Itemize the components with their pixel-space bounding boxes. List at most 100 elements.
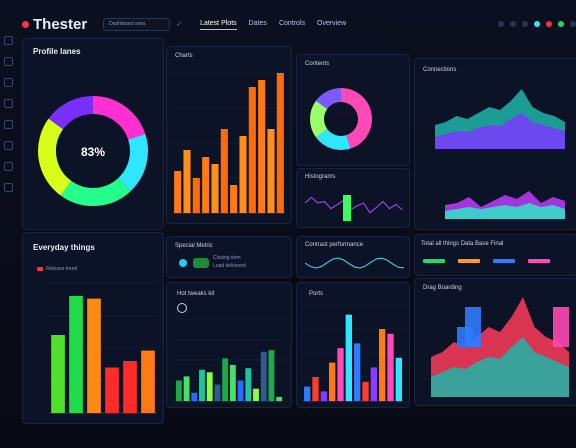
- alert-icon[interactable]: [546, 21, 552, 27]
- bar-chart-left: [49, 282, 157, 414]
- sidebar: [0, 30, 16, 266]
- toggle-icon[interactable]: [193, 258, 209, 268]
- stacked-area-chart: [431, 297, 569, 397]
- donut-slice: [310, 100, 328, 138]
- highlight-bar: [343, 195, 351, 221]
- chip-label: Release trend: [46, 266, 78, 272]
- tab-overview[interactable]: Overview: [317, 20, 347, 27]
- bar: [123, 361, 137, 413]
- bar: [370, 367, 377, 401]
- bell-icon[interactable]: [522, 21, 528, 27]
- bar: [141, 350, 155, 413]
- donut-slice: [315, 128, 351, 150]
- legend-swatch-green: [423, 259, 445, 263]
- settings-icon[interactable]: [510, 21, 516, 27]
- filter-icon[interactable]: [3, 162, 13, 171]
- bar: [51, 335, 65, 413]
- bar-chart-mid: [175, 318, 283, 402]
- panel-title: Total all things Data Base Final: [421, 241, 504, 247]
- settings-icon[interactable]: [3, 99, 13, 108]
- bar: [276, 396, 283, 401]
- release-chip[interactable]: Release trend: [37, 266, 77, 272]
- overlay-bar: [553, 307, 569, 347]
- bar: [175, 380, 182, 401]
- chart-icon[interactable]: [3, 78, 13, 87]
- bar: [220, 129, 228, 213]
- panel-donut-contents: Contents 70%: [296, 54, 410, 166]
- tab-controls[interactable]: Controls: [278, 20, 306, 27]
- bar: [191, 392, 198, 401]
- bar: [253, 388, 259, 401]
- panel-drag-boarding: Drag Boarding: [414, 278, 576, 406]
- bar: [174, 171, 182, 213]
- legend-swatch: [37, 266, 43, 271]
- bar: [276, 73, 284, 213]
- user-icon[interactable]: [570, 21, 576, 27]
- panel-title: Contents: [305, 61, 330, 67]
- bell-icon[interactable]: [3, 141, 13, 150]
- bar: [267, 129, 275, 213]
- overlay-bar: [465, 307, 481, 347]
- area-chart-right: [435, 89, 565, 219]
- calendar-icon[interactable]: [3, 183, 13, 192]
- panel-title: Charts: [175, 53, 193, 59]
- search-icon[interactable]: [498, 21, 504, 27]
- panel-donut-profile: Profile lanes 83%: [22, 38, 164, 230]
- legend-swatch-blue: [493, 259, 515, 263]
- bar: [69, 296, 83, 413]
- panel-hot-tweaks: Hot tweaks kit: [166, 282, 292, 408]
- panel-contrast-performance: Contrast performance: [296, 236, 410, 278]
- panel-bars-left: Everyday things Release trend: [22, 232, 164, 424]
- panel-totals: Total all things Data Base Final: [414, 234, 576, 276]
- panel-title: Connections: [423, 67, 457, 73]
- panel-bars-orange: Charts: [166, 46, 292, 224]
- bar: [206, 372, 213, 401]
- tab-latest-plots[interactable]: Latest Plots: [200, 18, 237, 30]
- line-series: [304, 196, 403, 214]
- area-series: [431, 337, 569, 397]
- bar: [192, 178, 200, 213]
- bar: [183, 150, 191, 213]
- bar: [230, 185, 238, 213]
- panel-title: Everyday things: [33, 243, 95, 252]
- record-icon: [22, 20, 29, 28]
- brand-name: Thester: [33, 15, 88, 33]
- area-series: [435, 113, 565, 149]
- bar: [214, 384, 221, 401]
- bar: [387, 333, 394, 401]
- area-series: [445, 203, 565, 219]
- mini-chart: [304, 195, 403, 221]
- legend-row: [423, 259, 553, 263]
- share-icon[interactable]: [534, 21, 540, 27]
- bar: [222, 358, 229, 401]
- donut-slice: [315, 88, 342, 110]
- panel-title: Ports: [309, 291, 324, 297]
- tab-bar: Latest Plots Dates Controls Overview: [200, 18, 346, 30]
- donut-slice: [118, 134, 148, 192]
- brand-logo[interactable]: Thester: [22, 16, 87, 33]
- bar: [237, 380, 244, 401]
- donut-slice: [340, 88, 372, 149]
- panel-title: Profile lanes: [33, 47, 81, 56]
- panel-histograms: Histograms: [296, 168, 410, 228]
- dot-icon: [179, 259, 187, 267]
- user-icon[interactable]: [3, 120, 13, 129]
- panel-title: Histograms: [305, 174, 336, 180]
- bar: [183, 376, 190, 401]
- status-icon[interactable]: [558, 21, 564, 27]
- top-bar: Thester Dashboard area ✓ Latest Plots Da…: [22, 8, 576, 40]
- bar: [395, 357, 402, 401]
- donut-chart-2: [310, 88, 372, 150]
- tab-dates[interactable]: Dates: [248, 20, 267, 27]
- bar: [202, 157, 210, 213]
- bar: [199, 369, 205, 401]
- user-icon: [177, 303, 187, 313]
- mail-icon[interactable]: [3, 57, 13, 66]
- check-icon[interactable]: ✓: [176, 21, 183, 28]
- legend-swatch-pink: [528, 259, 550, 263]
- bar: [87, 298, 101, 413]
- grid-icon[interactable]: [3, 36, 13, 45]
- search-input[interactable]: Dashboard area: [103, 17, 171, 31]
- bar: [239, 136, 247, 213]
- bar: [105, 367, 119, 413]
